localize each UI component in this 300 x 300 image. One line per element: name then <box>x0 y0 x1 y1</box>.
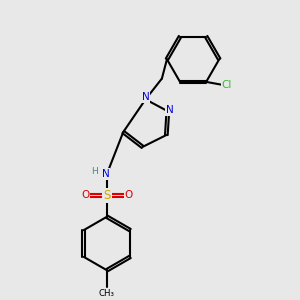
Text: S: S <box>103 189 111 202</box>
Text: N: N <box>142 92 149 102</box>
Text: N: N <box>101 169 109 179</box>
Text: CH₃: CH₃ <box>99 289 115 298</box>
Text: O: O <box>124 190 133 200</box>
Text: H: H <box>91 167 98 176</box>
Text: O: O <box>81 190 89 200</box>
Text: N: N <box>166 105 174 115</box>
Text: Cl: Cl <box>222 80 232 90</box>
